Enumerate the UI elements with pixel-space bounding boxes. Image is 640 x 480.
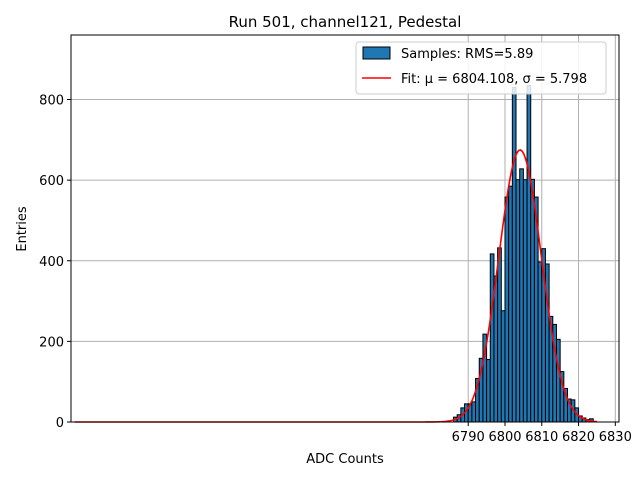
y-tick-label: 400 [39, 255, 64, 270]
legend-frame [355, 41, 607, 95]
histogram-bar [489, 253, 495, 423]
histogram-bar [508, 185, 513, 423]
histogram-bar [493, 275, 499, 423]
legend-fit-label: Fit: μ = 6804.108, σ = 5.798 [401, 72, 587, 87]
legend-bars-swatch [362, 46, 391, 60]
chart-title: Run 501, channel121, Pedestal [229, 13, 462, 31]
histogram-bars [452, 84, 594, 423]
y-tick-label: 0 [56, 416, 64, 431]
x-tick-label: 6790 [452, 430, 485, 445]
legend: Samples: RMS=5.89 Fit: μ = 6804.108, σ =… [355, 41, 607, 95]
x-tick-label: 6830 [599, 430, 632, 445]
legend-bars-label: Samples: RMS=5.89 [401, 47, 533, 62]
histogram-bar [530, 178, 535, 423]
x-tick-label: 6810 [525, 430, 558, 445]
y-tick-label: 200 [39, 335, 64, 350]
histogram-bar [519, 168, 524, 423]
histogram-bar [526, 84, 532, 423]
plot-area-frame [70, 34, 620, 423]
histogram-bar [511, 86, 517, 423]
histogram-bar [471, 401, 477, 423]
histogram-bar [504, 196, 510, 423]
histogram-bar [555, 338, 561, 423]
histogram-bar [497, 247, 502, 423]
histogram-bar [486, 359, 491, 423]
histogram-bar [515, 179, 521, 423]
histogram-bar [537, 261, 543, 423]
histogram-bar [522, 179, 528, 423]
histogram-bar [500, 310, 506, 423]
axis-ticks: 6790 6800 6810 6820 6830 0 200 400 600 800 [39, 94, 632, 446]
y-axis-title: Entries [15, 206, 30, 252]
x-tick-label: 6820 [562, 430, 595, 445]
x-tick-label: 6800 [488, 430, 521, 445]
y-tick-label: 600 [39, 174, 64, 189]
x-axis-title: ADC Counts [306, 452, 384, 467]
y-tick-label: 800 [39, 94, 64, 109]
